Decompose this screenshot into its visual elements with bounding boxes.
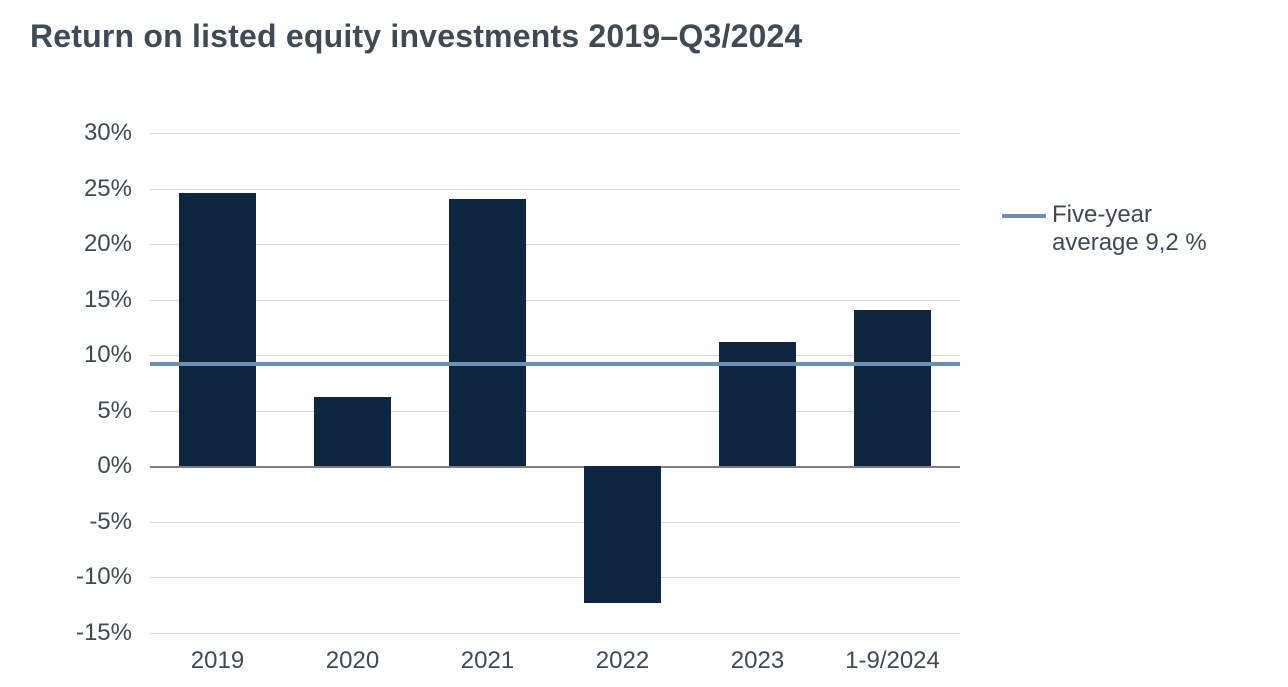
gridline — [150, 522, 960, 523]
y-tick-label: 25% — [84, 175, 132, 203]
bar — [719, 342, 796, 466]
gridline — [150, 133, 960, 134]
y-tick-label: 5% — [97, 397, 132, 425]
bar — [449, 199, 526, 467]
bar — [584, 466, 661, 603]
y-tick-label: 20% — [84, 230, 132, 258]
reference-line — [150, 362, 960, 366]
x-axis-labels: 2019 2020 2021 2022 2023 1-9/2024 — [150, 647, 960, 687]
x-tick-label: 2019 — [191, 647, 244, 675]
gridline — [150, 411, 960, 412]
x-tick-label: 1-9/2024 — [845, 647, 940, 675]
y-axis-labels: 30%25%20%15%10%5%0%-5%-10%-15% — [30, 133, 132, 633]
legend-swatch — [1002, 214, 1046, 218]
zero-line — [150, 466, 960, 468]
y-tick-label: 0% — [97, 452, 132, 480]
legend-label-line2: average 9,2 % — [1052, 229, 1207, 257]
gridline — [150, 244, 960, 245]
x-tick-label: 2020 — [326, 647, 379, 675]
x-tick-label: 2023 — [731, 647, 784, 675]
x-tick-label: 2021 — [461, 647, 514, 675]
y-tick-label: 15% — [84, 286, 132, 314]
y-tick-label: 30% — [84, 119, 132, 147]
legend: Five-yearaverage 9,2 % — [1002, 201, 1288, 257]
gridline — [150, 189, 960, 190]
chart-title: Return on listed equity investments 2019… — [30, 18, 1268, 55]
y-tick-label: -10% — [76, 563, 132, 591]
bar — [854, 310, 931, 467]
gridline — [150, 355, 960, 356]
y-tick-label: -5% — [89, 508, 132, 536]
plot-area — [150, 133, 960, 633]
gridline — [150, 300, 960, 301]
x-tick-label: 2022 — [596, 647, 649, 675]
bar — [179, 193, 256, 466]
y-tick-label: -15% — [76, 619, 132, 647]
legend-label: Five-yearaverage 9,2 % — [1052, 201, 1207, 257]
y-tick-label: 10% — [84, 341, 132, 369]
gridline — [150, 633, 960, 634]
gridline — [150, 577, 960, 578]
legend-label-line1: Five-year — [1052, 201, 1207, 229]
bar — [314, 397, 391, 466]
chart-container: Return on listed equity investments 2019… — [0, 0, 1288, 672]
